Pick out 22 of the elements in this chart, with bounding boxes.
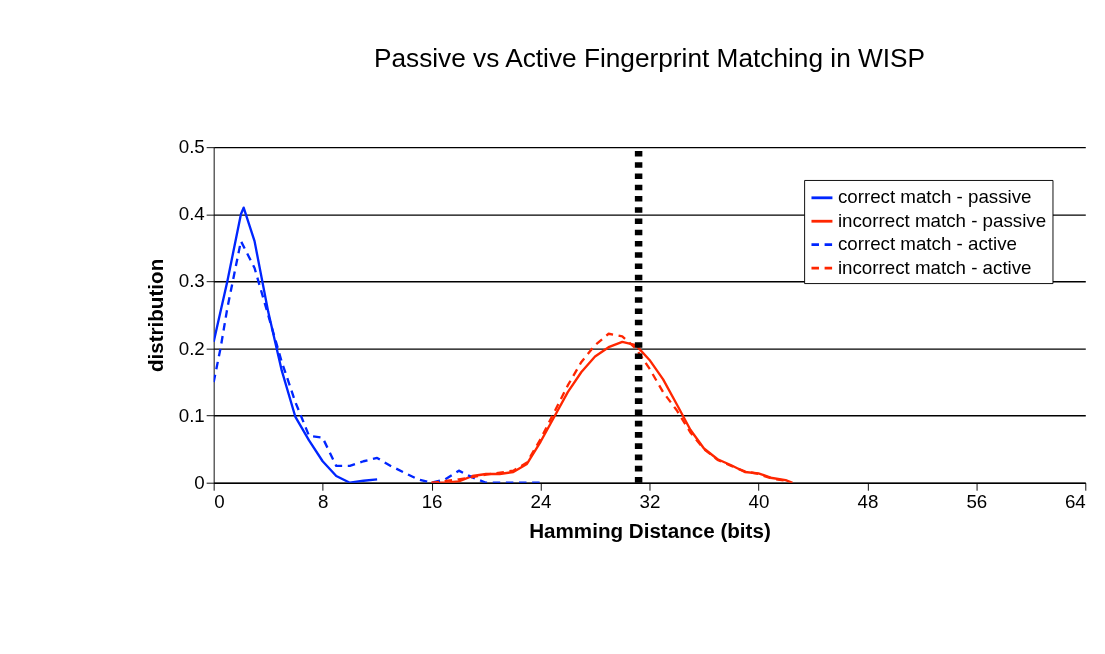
x-tick-label: 8 — [317, 490, 329, 512]
x-tick-label: 0 — [214, 490, 225, 512]
y-tick-label: 0 — [194, 471, 205, 493]
y-tick-label: 0.1 — [178, 404, 205, 426]
legend-label: correct match - active — [837, 233, 1017, 255]
x-tick-label: 16 — [421, 490, 443, 512]
y-tick-label: 0.5 — [178, 136, 205, 158]
y-axis-title: distribution — [143, 258, 167, 373]
x-tick-label: 64 — [1064, 490, 1086, 512]
legend-label: incorrect match - passive — [837, 209, 1047, 231]
legend-label: correct match - passive — [837, 186, 1032, 208]
chart-title: Passive vs Active Fingerprint Matching in WISP — [373, 42, 926, 73]
x-axis-title: Hamming Distance (bits) — [529, 519, 771, 543]
x-tick-label: 48 — [857, 490, 879, 512]
x-tick-label: 40 — [748, 490, 770, 512]
x-tick-label: 24 — [530, 490, 552, 512]
legend-label: incorrect match - active — [837, 256, 1032, 278]
y-tick-label: 0.2 — [178, 337, 205, 359]
x-tick-label: 32 — [639, 490, 661, 512]
y-tick-label: 0.3 — [178, 270, 205, 292]
x-tick-label: 56 — [966, 490, 988, 512]
y-tick-label: 0.4 — [178, 203, 205, 225]
